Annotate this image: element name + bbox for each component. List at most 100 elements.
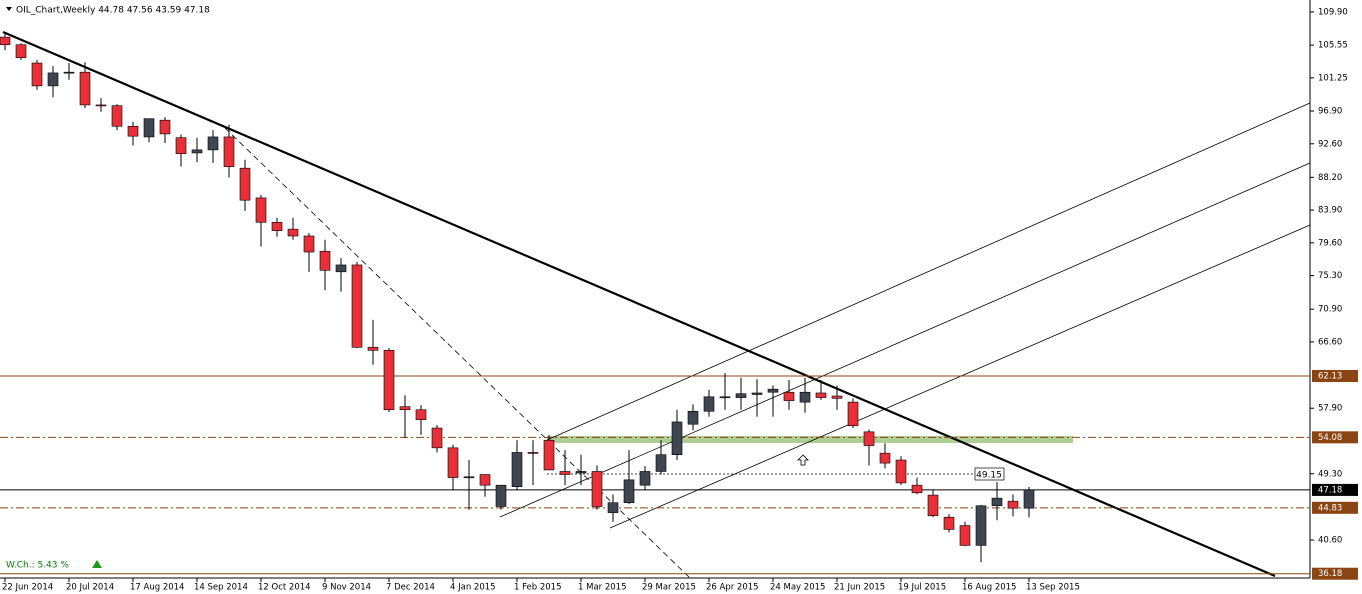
trend-line: [2, 30, 1276, 578]
channel-middle: [499, 162, 1311, 518]
candle-body: [671, 421, 683, 456]
candle-body: [447, 447, 459, 478]
candle-body: [655, 454, 667, 472]
candle-body: [463, 476, 475, 479]
marker-label: 49.15: [976, 471, 1002, 481]
candle-body: [95, 104, 107, 107]
level-box: [1312, 483, 1358, 496]
y-tick-label: 66.60: [1318, 337, 1342, 347]
candle-body: [367, 346, 379, 351]
channel-upper: [546, 102, 1311, 441]
y-tick-label: 88.20: [1318, 173, 1342, 183]
candle-body: [543, 439, 555, 471]
y-tick-label: 105.55: [1318, 41, 1348, 51]
candle-body: [351, 264, 363, 348]
candle-body: [879, 452, 891, 464]
candle-body: [559, 471, 571, 475]
y-tick-label: 109.90: [1318, 7, 1348, 17]
x-tick-label: 14 Sep 2014: [194, 583, 248, 593]
y-tick-label: 70.90: [1318, 305, 1342, 315]
x-tick-label: 22 Jun 2014: [2, 583, 53, 593]
up-triangle: [92, 560, 102, 568]
y-tick-label: 83.90: [1318, 206, 1342, 216]
candle-body: [431, 427, 443, 449]
candle-body: [15, 44, 27, 58]
candle-body: [47, 72, 59, 87]
candle-body: [239, 167, 251, 201]
candle-body: [767, 388, 779, 393]
candle-body: [943, 516, 955, 530]
x-tick-label: 29 Mar 2015: [642, 583, 696, 593]
candle-body: [927, 494, 939, 516]
candle-body: [799, 391, 811, 403]
candle-body: [1023, 489, 1035, 509]
candle-body: [639, 471, 651, 486]
x-tick-label: 12 Oct 2014: [258, 583, 311, 593]
x-tick-label: 19 Jul 2015: [898, 583, 946, 593]
candle-body: [111, 105, 123, 127]
candle-body: [223, 136, 235, 167]
level-box: [1312, 369, 1358, 382]
candle-body: [591, 471, 603, 507]
candle-body: [895, 459, 907, 484]
x-tick-label: 26 Apr 2015: [706, 583, 759, 593]
candle-body: [703, 396, 715, 412]
arrow-icon: [797, 454, 809, 466]
candle-body: [271, 221, 283, 231]
candle-body: [143, 118, 155, 138]
y-tick-label: 96.90: [1318, 107, 1342, 117]
level-box: [1312, 567, 1358, 580]
candle-body: [63, 71, 75, 74]
x-tick-label: 1 Mar 2015: [578, 583, 626, 593]
candle-body: [191, 149, 203, 154]
candle-body: [159, 119, 171, 135]
candle-body: [687, 410, 699, 425]
candle-body: [31, 62, 43, 87]
x-tick-label: 16 Aug 2015: [962, 583, 1016, 593]
candle-body: [783, 391, 795, 401]
candle-body: [959, 525, 971, 546]
candle-body: [719, 396, 731, 399]
candle-body: [415, 409, 427, 420]
chart-title: OIL_Chart,Weekly 44.78 47.56 43.59 47.18: [16, 6, 210, 16]
x-tick-label: 21 Jun 2015: [834, 583, 885, 593]
support-zone: [547, 436, 1073, 443]
annotation: W.Ch.: 5.43 %: [6, 561, 69, 571]
dashed-trend-line: [224, 127, 691, 579]
candle-body: [623, 479, 635, 504]
candle-body: [255, 197, 267, 223]
level-label: 36.18: [1318, 569, 1342, 579]
candle-body: [207, 136, 219, 151]
x-tick-label: 4 Jan 2015: [450, 583, 496, 593]
candle-body: [831, 395, 843, 399]
level-label: 54.08: [1318, 433, 1342, 443]
candle-body: [815, 392, 827, 398]
y-tick-label: 92.60: [1318, 139, 1342, 149]
level-label: 62.13: [1318, 371, 1342, 381]
candle-body: [399, 406, 411, 411]
level-label: 44.83: [1318, 503, 1342, 513]
level-label: 47.18: [1318, 485, 1342, 495]
candle-body: [319, 250, 331, 271]
y-tick-label: 79.60: [1318, 238, 1342, 248]
candle-body: [335, 264, 347, 273]
candle-body: [495, 484, 507, 507]
candle-body: [527, 452, 539, 454]
candle-body: [383, 350, 395, 411]
y-tick-label: 57.90: [1318, 404, 1342, 414]
y-tick-label: 40.60: [1318, 536, 1342, 546]
marker-box: [974, 467, 1005, 481]
candle-body: [287, 228, 299, 237]
candle-body: [607, 502, 619, 513]
candle-body: [127, 125, 139, 137]
candle-body: [751, 392, 763, 395]
x-tick-label: 13 Sep 2015: [1026, 583, 1080, 593]
candle-body: [79, 71, 91, 106]
x-tick-label: 24 May 2015: [770, 583, 825, 593]
candle-body: [847, 401, 859, 427]
candle-body: [735, 393, 747, 398]
candle-body: [991, 497, 1003, 507]
x-tick-label: 20 Jul 2014: [66, 583, 114, 593]
